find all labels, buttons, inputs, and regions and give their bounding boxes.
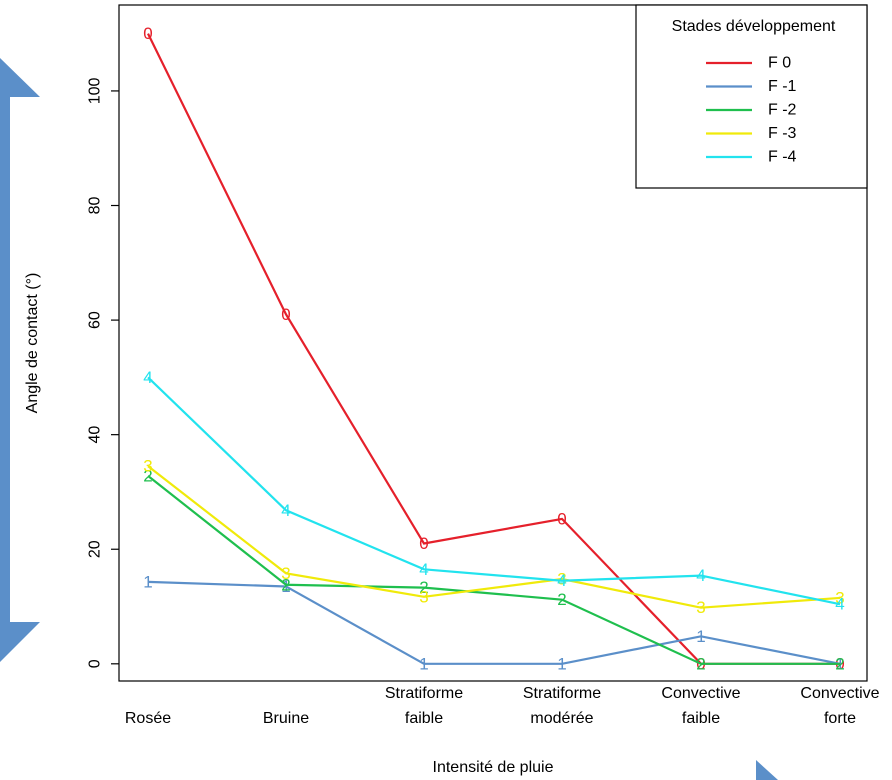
data-point-marker: 2 xyxy=(281,575,290,594)
x-axis: Rosée Bruine Stratiforme faible Stratiforme m… xyxy=(125,685,880,727)
data-point-marker: 2 xyxy=(835,654,844,673)
series-line xyxy=(147,376,841,606)
x-tick-label: Stratiforme xyxy=(523,685,601,702)
data-point-marker: 3 xyxy=(557,570,566,589)
decor-arrow-bottom-right xyxy=(756,760,778,780)
x-tick-label: Convective xyxy=(661,685,740,702)
legend-entry: F -2 xyxy=(768,102,797,119)
data-point-marker: 0 xyxy=(557,509,566,528)
series-4: 4 4 4 4 4 4 xyxy=(143,368,844,614)
data-point-marker: 1 xyxy=(281,577,290,596)
legend: Stades développement F 0 F -1 F -2 F -3 F -4 xyxy=(635,4,868,189)
x-tick-label: modérée xyxy=(530,710,593,727)
y-tick-label: 100 xyxy=(87,77,104,104)
data-point-marker: 1 xyxy=(557,654,566,673)
data-point-marker: 3 xyxy=(696,598,705,617)
data-point-marker: 1 xyxy=(143,572,152,591)
data-point-marker: 2 xyxy=(696,654,705,673)
legend-entry: F -1 xyxy=(768,78,797,95)
data-point-marker: 1 xyxy=(696,627,705,646)
data-point-marker: 4 xyxy=(143,368,152,387)
data-point-marker: 4 xyxy=(696,566,705,585)
x-tick-label: Stratiforme xyxy=(385,685,463,702)
x-tick-label: Bruine xyxy=(263,710,309,727)
x-tick-label: faible xyxy=(405,710,443,727)
data-point-marker: 3 xyxy=(835,588,844,607)
data-point-marker: 4 xyxy=(419,560,428,579)
y-tick-label: 80 xyxy=(87,197,104,215)
data-point-marker: 0 xyxy=(281,305,290,324)
data-point-marker: 4 xyxy=(835,595,844,614)
y-tick-label: 20 xyxy=(87,540,104,558)
series-3: 3 3 3 3 3 3 xyxy=(143,457,844,618)
series-line xyxy=(147,465,841,609)
data-point-marker: 1 xyxy=(419,654,428,673)
series-2: 2 2 2 2 2 2 xyxy=(143,466,844,673)
decor-arrow-left xyxy=(0,58,40,662)
legend-entry: F -3 xyxy=(768,125,797,142)
x-tick-label: Convective xyxy=(800,685,879,702)
data-point-marker: 3 xyxy=(143,457,152,476)
data-point-marker: 3 xyxy=(281,564,290,583)
y-axis: 0 20 40 60 80 100 xyxy=(87,77,119,668)
x-tick-label: Rosée xyxy=(125,710,171,727)
y-tick-label: 0 xyxy=(87,659,104,668)
data-point-marker: 4 xyxy=(557,571,566,590)
legend-entry: F -4 xyxy=(768,149,797,166)
data-point-marker: 3 xyxy=(419,587,428,606)
series-line xyxy=(147,580,841,665)
plot-box xyxy=(118,4,868,682)
y-axis-label: Angle de contact (°) xyxy=(24,273,41,414)
series-line xyxy=(147,475,840,665)
x-tick-label: faible xyxy=(682,710,720,727)
y-tick-label: 40 xyxy=(87,426,104,444)
x-tick-label: forte xyxy=(824,710,856,727)
data-point-marker: 2 xyxy=(419,578,428,597)
data-point-marker: 0 xyxy=(143,24,152,43)
y-tick-label: 60 xyxy=(87,311,104,329)
legend-entry: F 0 xyxy=(768,55,791,72)
data-point-marker: 4 xyxy=(281,501,290,520)
data-point-marker: 2 xyxy=(557,590,566,609)
legend-title: Stades développement xyxy=(672,18,836,35)
data-point-marker: 0 xyxy=(419,534,428,553)
data-point-marker: 2 xyxy=(143,466,152,485)
x-axis-label: Intensité de pluie xyxy=(433,759,554,776)
